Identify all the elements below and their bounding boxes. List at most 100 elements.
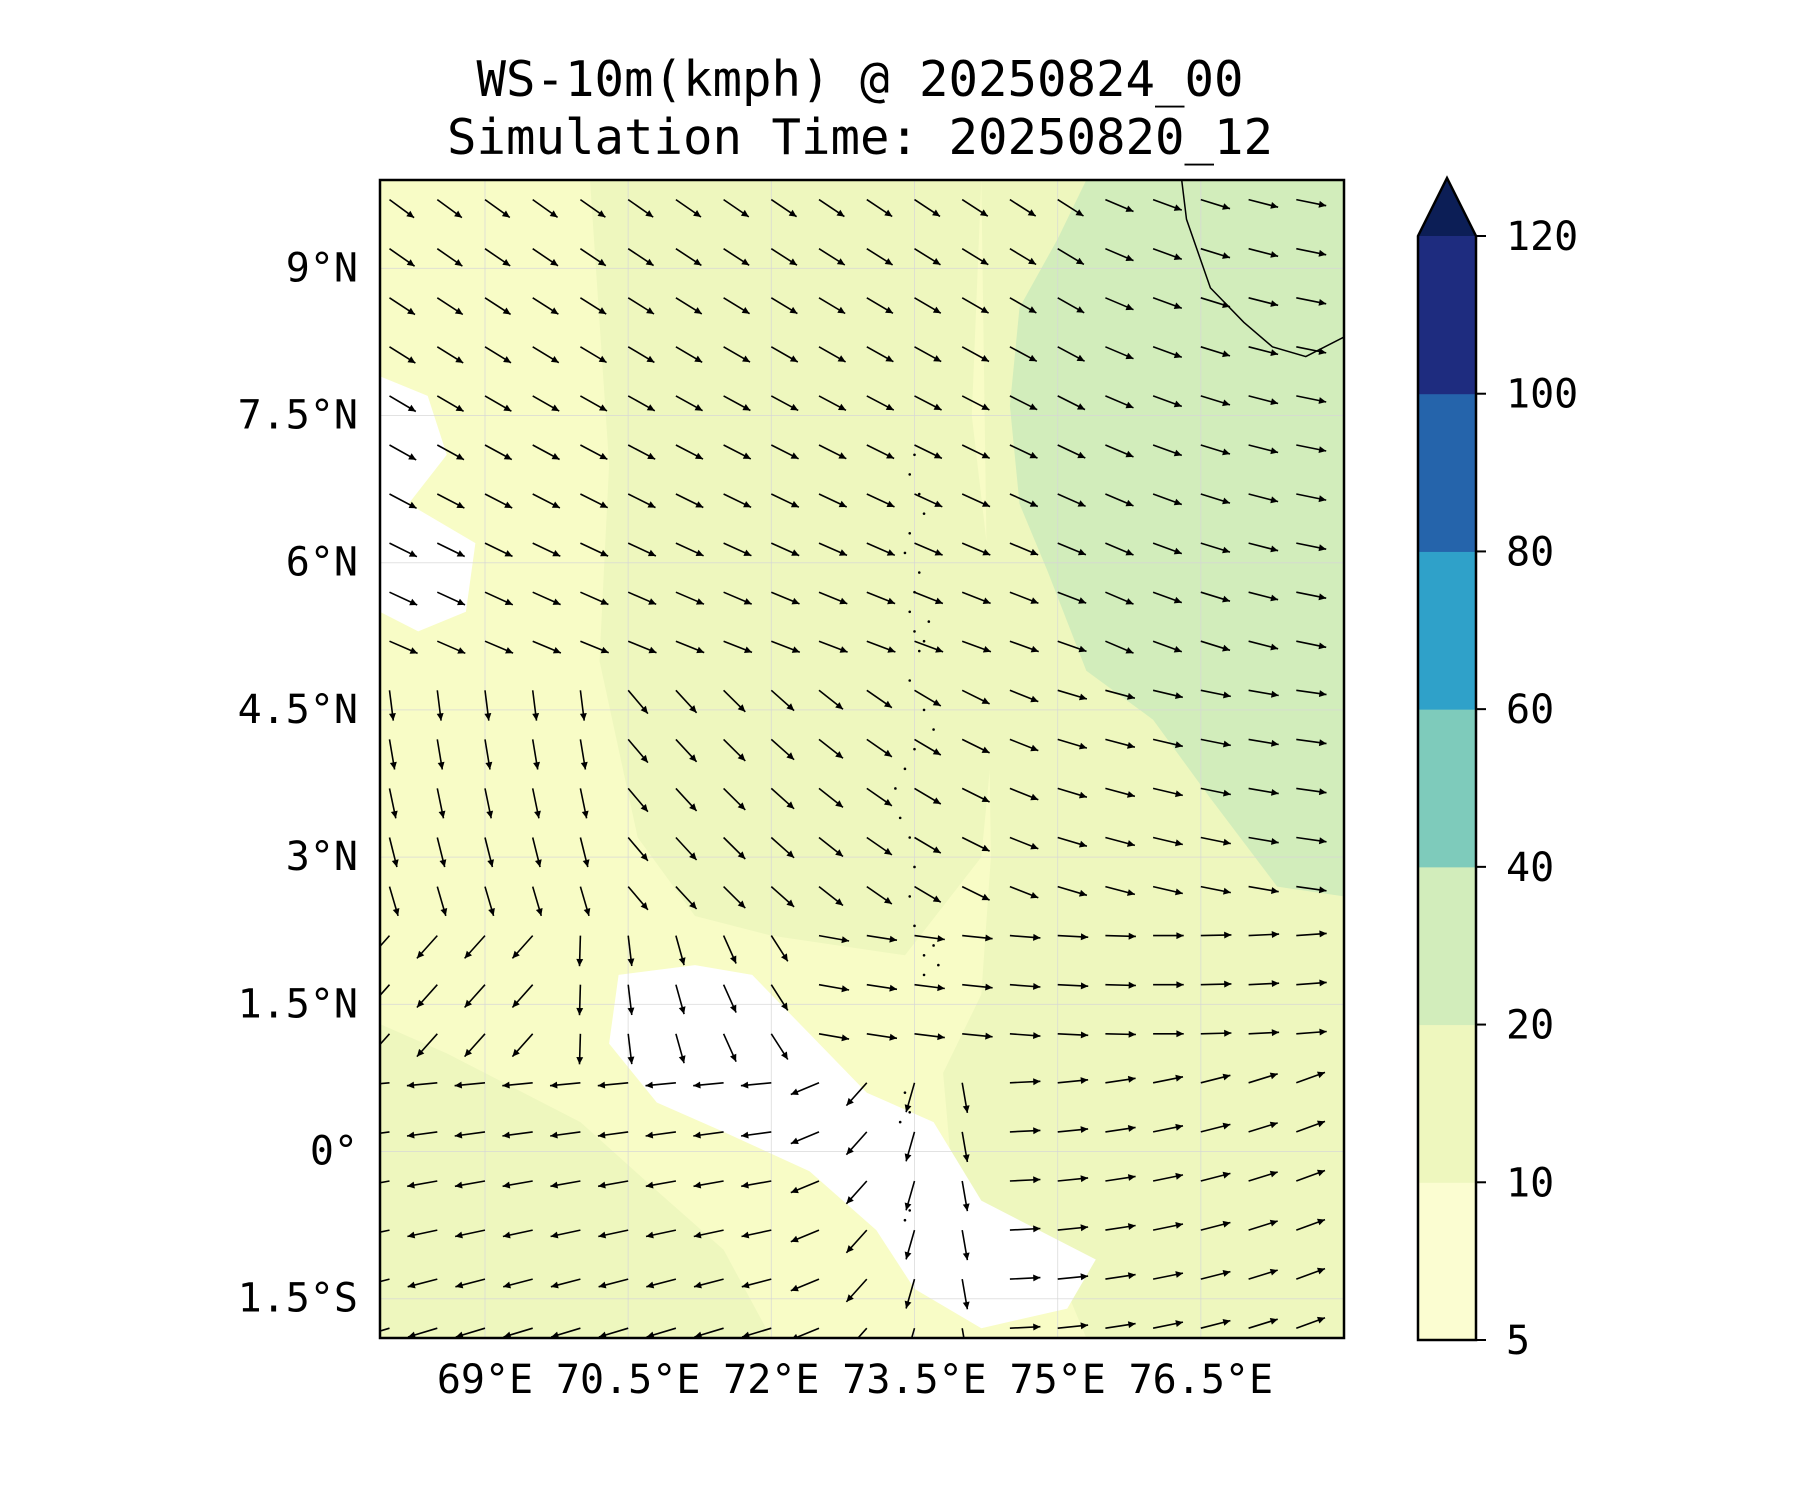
wind-arrow: [1296, 444, 1327, 453]
wind-arrow: [866, 542, 896, 557]
wind-arrow: [1105, 444, 1134, 458]
wind-arrow: [1057, 297, 1085, 314]
maldives-island: [908, 531, 912, 535]
wind-arrow: [790, 1131, 820, 1145]
wind-arrow: [1296, 1316, 1326, 1329]
wind-arrow: [1200, 493, 1231, 505]
wind-arrow: [1200, 591, 1231, 603]
wind-arrow: [1057, 1126, 1089, 1133]
wind-arrow: [818, 836, 844, 858]
wind-arrow: [675, 738, 698, 763]
wind-arrow: [1200, 395, 1231, 407]
wind-arrow: [389, 395, 417, 413]
wind-arrow: [845, 1278, 868, 1303]
colorbar-tick-label: 20: [1506, 1003, 1554, 1049]
wind-arrow: [694, 1327, 724, 1338]
wind-arrow: [914, 738, 942, 756]
wind-arrow: [723, 346, 751, 363]
wind-arrow: [914, 395, 942, 411]
wind-arrow: [904, 1229, 916, 1260]
wind-arrow: [722, 935, 737, 964]
wind-arrow: [722, 1033, 737, 1063]
wind-arrow: [645, 1081, 676, 1089]
wind-arrow: [1057, 444, 1086, 459]
wind-arrow: [675, 886, 698, 910]
wind-arrow: [1009, 1225, 1041, 1233]
wind-arrow: [645, 1229, 677, 1239]
wind-arrow: [1200, 1171, 1231, 1182]
colorbar-segment: [1418, 866, 1476, 1026]
wind-arrow: [645, 1180, 677, 1189]
wind-arrow: [416, 935, 438, 959]
wind-arrow: [579, 739, 588, 770]
wind-arrow: [484, 640, 514, 654]
wind-arrow: [407, 1229, 438, 1239]
wind-arrow: [1152, 493, 1183, 506]
wind-arrow: [675, 689, 698, 714]
wind-arrow: [1296, 395, 1327, 404]
wind-arrow: [961, 395, 990, 411]
wind-arrow: [723, 542, 752, 557]
wind-arrow: [1200, 689, 1231, 699]
wind-arrow: [1105, 1030, 1136, 1038]
wind-arrow: [1296, 836, 1327, 845]
wind-arrow: [1057, 640, 1087, 653]
wind-arrow: [866, 198, 893, 218]
colorbar-segment: [1418, 551, 1476, 710]
wind-arrow: [484, 297, 512, 316]
colorbar: 5 10 20 40 60 80 100 120: [1416, 175, 1578, 1364]
wind-arrow: [818, 493, 848, 508]
wind-arrow: [579, 297, 607, 315]
wind-arrow: [1009, 1078, 1041, 1086]
maldives-island: [913, 453, 916, 457]
wind-arrow: [693, 1131, 724, 1139]
wind-arrow: [579, 886, 591, 917]
wind-arrow: [502, 1180, 533, 1189]
wind-arrow: [1296, 1120, 1326, 1133]
colorbar-tick-label: 10: [1506, 1160, 1554, 1206]
wind-arrow: [511, 984, 534, 1009]
maldives-island: [922, 708, 926, 712]
wind-arrow: [741, 1327, 772, 1338]
map-frame: [378, 178, 1346, 1340]
wind-arrow: [818, 444, 847, 460]
wind-arrow: [1105, 787, 1136, 798]
wind-arrow: [1057, 395, 1086, 411]
wind-arrow: [961, 297, 990, 314]
wind-arrow: [770, 346, 799, 363]
wind-arrow: [389, 198, 415, 219]
wind-arrow: [580, 542, 609, 557]
wind-arrow: [1009, 297, 1037, 314]
wind-arrow: [693, 1278, 724, 1289]
wind-arrow: [723, 738, 746, 762]
wind-arrow: [866, 493, 895, 508]
wind-arrow: [436, 297, 464, 316]
wind-arrow: [389, 248, 416, 267]
wind-arrow: [1296, 493, 1327, 503]
lon-tick-label: 69°E: [437, 1357, 533, 1403]
wind-arrow: [416, 1033, 438, 1058]
wind-arrow: [1009, 1274, 1041, 1282]
wind-arrow: [1296, 930, 1327, 938]
wind-arrow: [866, 297, 894, 314]
wind-arrow: [380, 935, 391, 948]
lat-tick-label: 4.5°N: [238, 687, 358, 733]
wind-arrow: [1152, 1123, 1184, 1133]
wind-arrow: [1105, 542, 1134, 556]
wind-arrow: [406, 1131, 438, 1139]
wind-arrow: [511, 935, 534, 959]
wind-arrow: [436, 640, 466, 655]
wind-arrow: [1009, 1323, 1041, 1331]
wind-arrow: [388, 837, 399, 868]
wind-arrow: [484, 591, 514, 606]
wind-arrow: [1296, 1218, 1326, 1231]
wind-arrow: [961, 493, 991, 508]
wind-arrow: [627, 984, 635, 1016]
maldives-island: [898, 816, 902, 820]
wind-arrow: [1152, 247, 1183, 260]
wind-arrow: [1057, 1175, 1089, 1183]
maldives-island: [908, 1209, 912, 1212]
wind-arrow: [866, 640, 896, 653]
wind-arrow: [1009, 1127, 1041, 1135]
wind-arrow: [741, 1278, 772, 1289]
